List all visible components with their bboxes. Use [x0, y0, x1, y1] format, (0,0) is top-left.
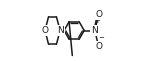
Text: O: O — [95, 42, 102, 51]
Text: N: N — [91, 26, 98, 35]
Text: O: O — [95, 10, 102, 19]
Text: N: N — [57, 26, 64, 35]
Text: +: + — [94, 18, 100, 24]
Text: −: − — [98, 35, 104, 41]
Text: O: O — [41, 26, 49, 35]
